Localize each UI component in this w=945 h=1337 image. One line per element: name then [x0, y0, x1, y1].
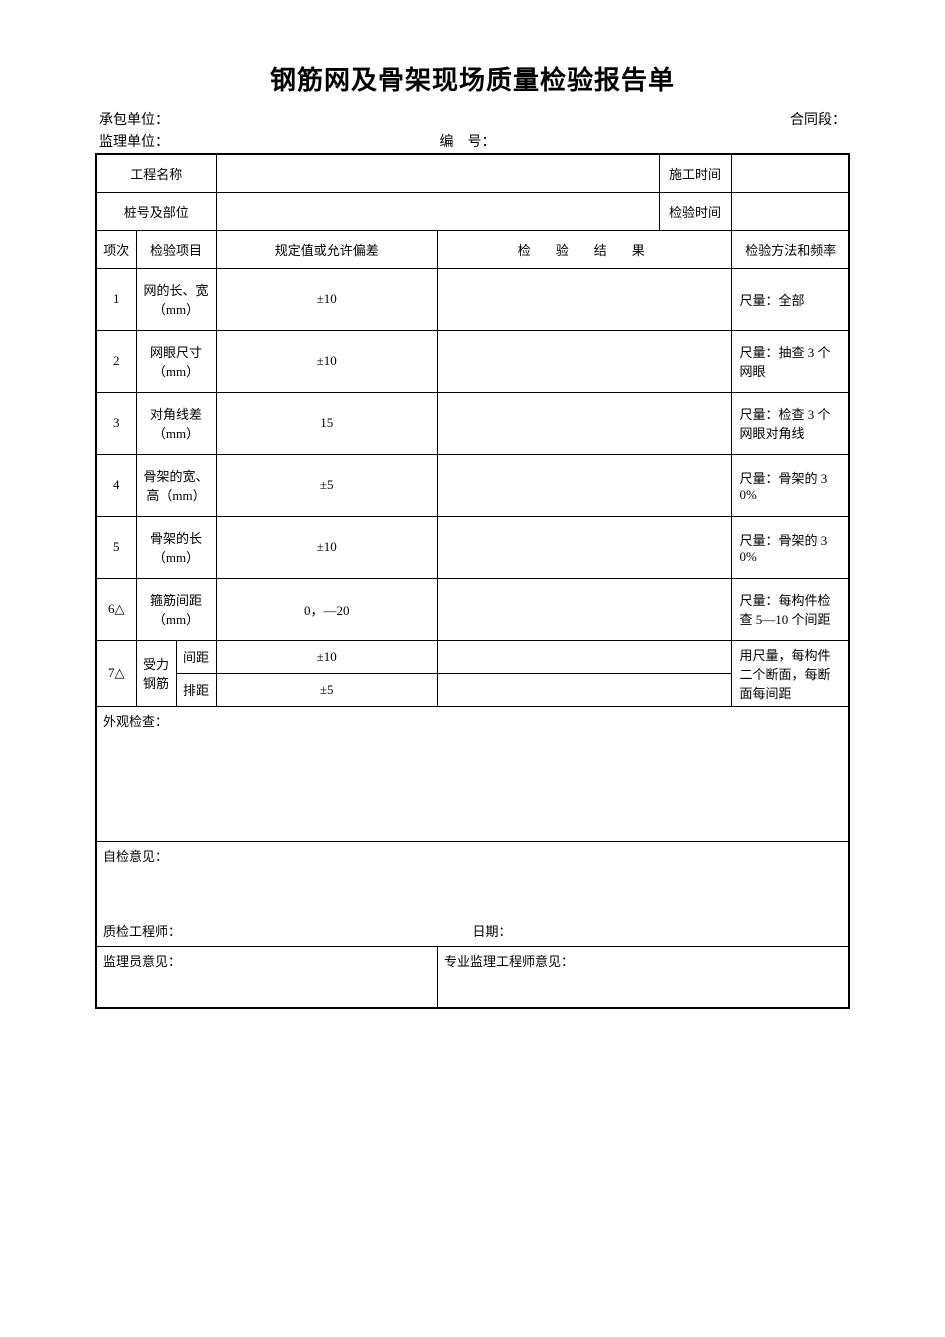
station-label: 桩号及部位: [96, 192, 216, 230]
column-header-row: 项次 检验项目 规定值或允许偏差 检 验 结 果 检验方法和频率: [96, 230, 849, 268]
spec-cell: ±5: [216, 673, 438, 706]
item-cell: 受力钢筋: [136, 640, 176, 706]
construction-time-value: [731, 154, 849, 192]
inspection-table: 工程名称 施工时间 桩号及部位 检验时间 项次 检验项目 规定值或允许偏差 检 …: [95, 153, 850, 1009]
method-header: 检验方法和频率: [731, 230, 849, 268]
result-cell: [438, 578, 732, 640]
seq-cell: 3: [96, 392, 136, 454]
spec-cell: ±10: [216, 268, 438, 330]
appearance-row: 外观检查：: [96, 706, 849, 841]
selfcheck-row: 自检意见： 质检工程师： 日期：: [96, 841, 849, 946]
seq-cell: 1: [96, 268, 136, 330]
supervisor-opinion-label: 监理员意见：: [103, 954, 181, 969]
sub-label-cell: 间距: [176, 640, 216, 673]
report-title: 钢筋网及骨架现场质量检验报告单: [95, 60, 850, 97]
selfcheck-footer: 质检工程师： 日期：: [103, 921, 842, 940]
item-cell: 网眼尺寸（mm）: [136, 330, 216, 392]
specialist-opinion-block: 专业监理工程师意见：: [438, 946, 850, 1008]
table-row: 6△ 箍筋间距（mm） 0，—20 尺量：每构件检查 5—10 个间距: [96, 578, 849, 640]
station-value: [216, 192, 659, 230]
spec-cell: 15: [216, 392, 438, 454]
item-header: 检验项目: [136, 230, 216, 268]
inspection-time-value: [731, 192, 849, 230]
item-cell: 骨架的宽、高（mm）: [136, 454, 216, 516]
spec-cell: ±5: [216, 454, 438, 516]
spec-cell: ±10: [216, 640, 438, 673]
method-cell: 尺量：骨架的 30%: [731, 454, 849, 516]
spec-cell: ±10: [216, 330, 438, 392]
table-row: 5 骨架的长（mm） ±10 尺量：骨架的 30%: [96, 516, 849, 578]
seq-cell: 2: [96, 330, 136, 392]
method-cell: 尺量：骨架的 30%: [731, 516, 849, 578]
supervisor-opinion-block: 监理员意见：: [96, 946, 438, 1008]
spec-cell: ±10: [216, 516, 438, 578]
info-row-station: 桩号及部位 检验时间: [96, 192, 849, 230]
table-row-7a: 7△ 受力钢筋 间距 ±10 用尺量，每构件二个断面，每断面每间距: [96, 640, 849, 673]
method-cell: 尺量：检查 3 个网眼对角线: [731, 392, 849, 454]
method-cell: 尺量：每构件检查 5—10 个间距: [731, 578, 849, 640]
result-cell: [438, 640, 732, 673]
supervisor-label: 监理单位：: [99, 131, 169, 151]
item-cell: 网的长、宽（mm）: [136, 268, 216, 330]
project-name-label: 工程名称: [96, 154, 216, 192]
date-label: 日期：: [473, 921, 843, 940]
sub-label-cell: 排距: [176, 673, 216, 706]
seq-header: 项次: [96, 230, 136, 268]
meta-line-2: 监理单位： 编 号：: [95, 131, 850, 151]
opinion-row: 监理员意见： 专业监理工程师意见：: [96, 946, 849, 1008]
result-cell: [438, 268, 732, 330]
result-cell: [438, 392, 732, 454]
table-row: 2 网眼尺寸（mm） ±10 尺量：抽查 3 个网眼: [96, 330, 849, 392]
appearance-block: 外观检查：: [96, 706, 849, 841]
result-cell: [438, 516, 732, 578]
spec-cell: 0，—20: [216, 578, 438, 640]
method-cell: 用尺量，每构件二个断面，每断面每间距: [731, 640, 849, 706]
table-row: 1 网的长、宽（mm） ±10 尺量：全部: [96, 268, 849, 330]
selfcheck-block: 自检意见： 质检工程师： 日期：: [96, 841, 849, 946]
item-cell: 箍筋间距（mm）: [136, 578, 216, 640]
specialist-opinion-label: 专业监理工程师意见：: [444, 954, 574, 969]
serial-label: 编 号：: [169, 131, 766, 151]
seq-cell: 4: [96, 454, 136, 516]
method-cell: 尺量：抽查 3 个网眼: [731, 330, 849, 392]
spec-header: 规定值或允许偏差: [216, 230, 438, 268]
item-cell: 对角线差（mm）: [136, 392, 216, 454]
inspection-time-label: 检验时间: [659, 192, 731, 230]
contract-section-label: 合同段：: [790, 109, 846, 129]
item-cell: 骨架的长（mm）: [136, 516, 216, 578]
info-row-project: 工程名称 施工时间: [96, 154, 849, 192]
contractor-label: 承包单位：: [99, 109, 169, 129]
table-row: 3 对角线差（mm） 15 尺量：检查 3 个网眼对角线: [96, 392, 849, 454]
result-cell: [438, 673, 732, 706]
seq-cell: 6△: [96, 578, 136, 640]
seq-cell: 5: [96, 516, 136, 578]
result-header: 检 验 结 果: [438, 230, 732, 268]
project-name-value: [216, 154, 659, 192]
seq-cell: 7△: [96, 640, 136, 706]
qc-engineer-label: 质检工程师：: [103, 921, 473, 940]
self-label: 自检意见：: [103, 849, 168, 864]
table-row: 4 骨架的宽、高（mm） ±5 尺量：骨架的 30%: [96, 454, 849, 516]
result-cell: [438, 330, 732, 392]
meta-line-1: 承包单位： 合同段：: [95, 109, 850, 129]
construction-time-label: 施工时间: [659, 154, 731, 192]
method-cell: 尺量：全部: [731, 268, 849, 330]
appearance-label: 外观检查：: [103, 714, 168, 729]
result-cell: [438, 454, 732, 516]
